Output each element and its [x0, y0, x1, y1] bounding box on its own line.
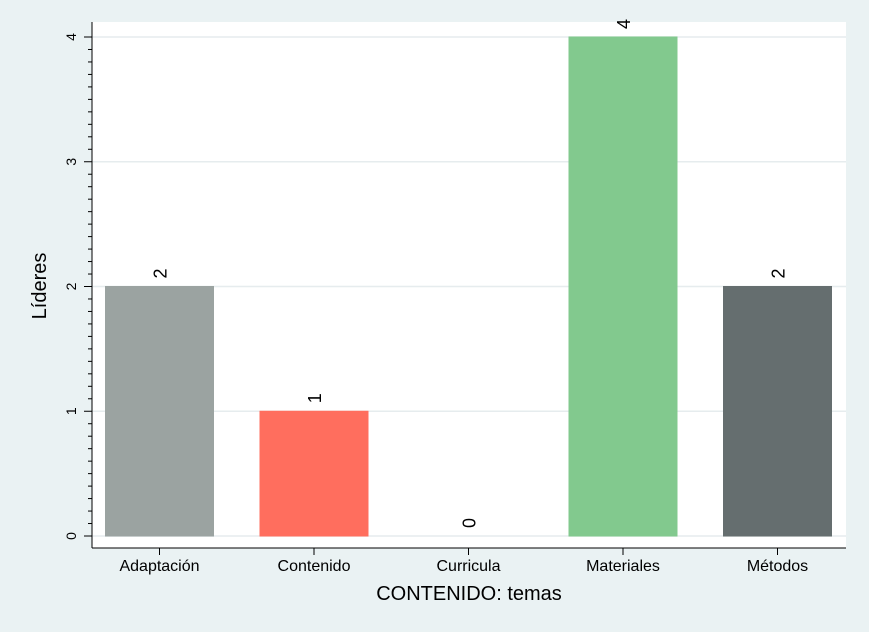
- value-label: 0: [460, 518, 480, 528]
- bar: [105, 286, 214, 537]
- y-axis-label: Líderes: [29, 253, 51, 320]
- x-tick-label: Adaptación: [119, 558, 199, 575]
- value-label: 1: [305, 393, 325, 403]
- bar: [568, 36, 678, 537]
- bars: [105, 36, 832, 537]
- x-tick-label: Curricula: [436, 558, 500, 575]
- x-tick-label: Materiales: [586, 558, 660, 575]
- y-tick-label: 2: [63, 282, 79, 290]
- x-axis-ticks: Adaptación Contenido Curricula Materiales Mé…: [119, 548, 808, 575]
- value-label: 2: [151, 268, 171, 278]
- x-tick-label: Contenido: [278, 558, 351, 575]
- y-tick-label: 4: [63, 33, 79, 41]
- x-tick-label: Métodos: [747, 558, 808, 575]
- value-labels: 2 1 0 4 2: [151, 19, 789, 528]
- y-axis-ticks: 0 1 2 3 4: [63, 33, 92, 540]
- plot-background: [92, 22, 846, 548]
- gridlines: [92, 36, 846, 537]
- value-label: 2: [769, 268, 789, 278]
- y-tick-label: 1: [63, 407, 79, 415]
- y-tick-label: 0: [63, 532, 79, 540]
- bar: [259, 410, 369, 537]
- x-axis-label: CONTENIDO: temas: [376, 583, 562, 605]
- value-label: 4: [614, 19, 634, 29]
- bar: [723, 286, 832, 537]
- y-tick-label: 3: [63, 158, 79, 166]
